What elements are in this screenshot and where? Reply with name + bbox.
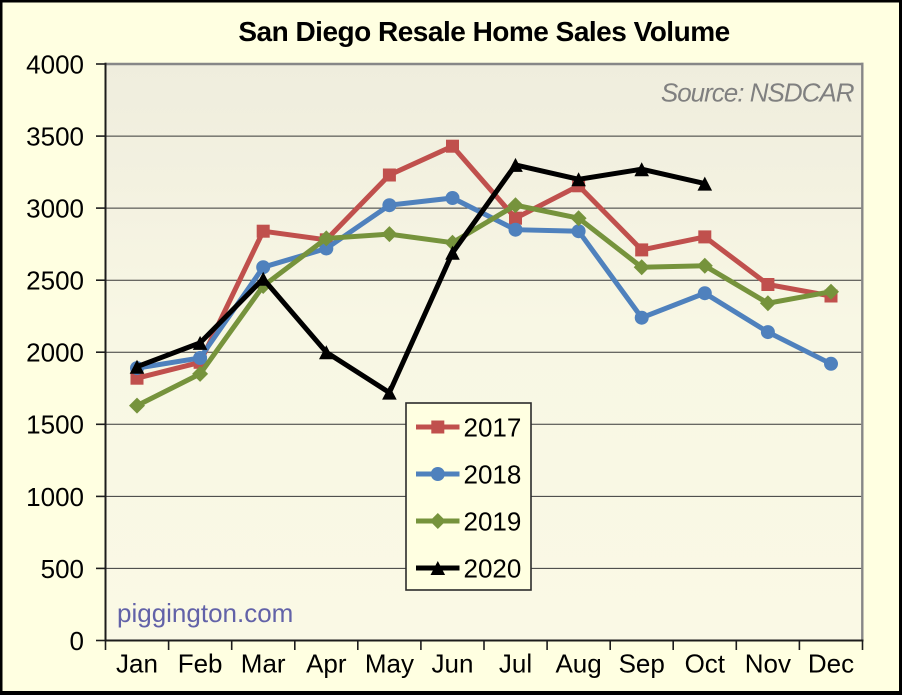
svg-text:3500: 3500 xyxy=(26,121,84,151)
svg-text:2000: 2000 xyxy=(26,338,84,368)
svg-text:Oct: Oct xyxy=(685,649,726,679)
svg-text:Sep: Sep xyxy=(619,649,665,679)
svg-text:Aug: Aug xyxy=(555,649,601,679)
svg-text:1500: 1500 xyxy=(26,410,84,440)
svg-text:Apr: Apr xyxy=(306,649,347,679)
svg-text:Mar: Mar xyxy=(241,649,286,679)
svg-text:2500: 2500 xyxy=(26,266,84,296)
svg-text:Jun: Jun xyxy=(432,649,474,679)
svg-text:1000: 1000 xyxy=(26,482,84,512)
svg-text:4000: 4000 xyxy=(26,49,84,79)
svg-text:Source: NSDCAR: Source: NSDCAR xyxy=(661,78,854,108)
svg-text:2017: 2017 xyxy=(464,412,522,442)
svg-text:0: 0 xyxy=(70,626,84,656)
svg-text:Jul: Jul xyxy=(499,649,532,679)
svg-text:2019: 2019 xyxy=(464,506,522,536)
svg-text:3000: 3000 xyxy=(26,194,84,224)
svg-text:piggington.com: piggington.com xyxy=(117,598,293,628)
svg-text:Dec: Dec xyxy=(808,649,854,679)
svg-text:San Diego Resale Home Sales Vo: San Diego Resale Home Sales Volume xyxy=(238,16,729,47)
svg-text:May: May xyxy=(365,649,414,679)
svg-text:Nov: Nov xyxy=(745,649,791,679)
svg-text:2018: 2018 xyxy=(464,459,522,489)
svg-text:Feb: Feb xyxy=(178,649,223,679)
svg-text:500: 500 xyxy=(41,554,84,584)
svg-text:2020: 2020 xyxy=(464,553,522,583)
svg-text:Jan: Jan xyxy=(116,649,158,679)
